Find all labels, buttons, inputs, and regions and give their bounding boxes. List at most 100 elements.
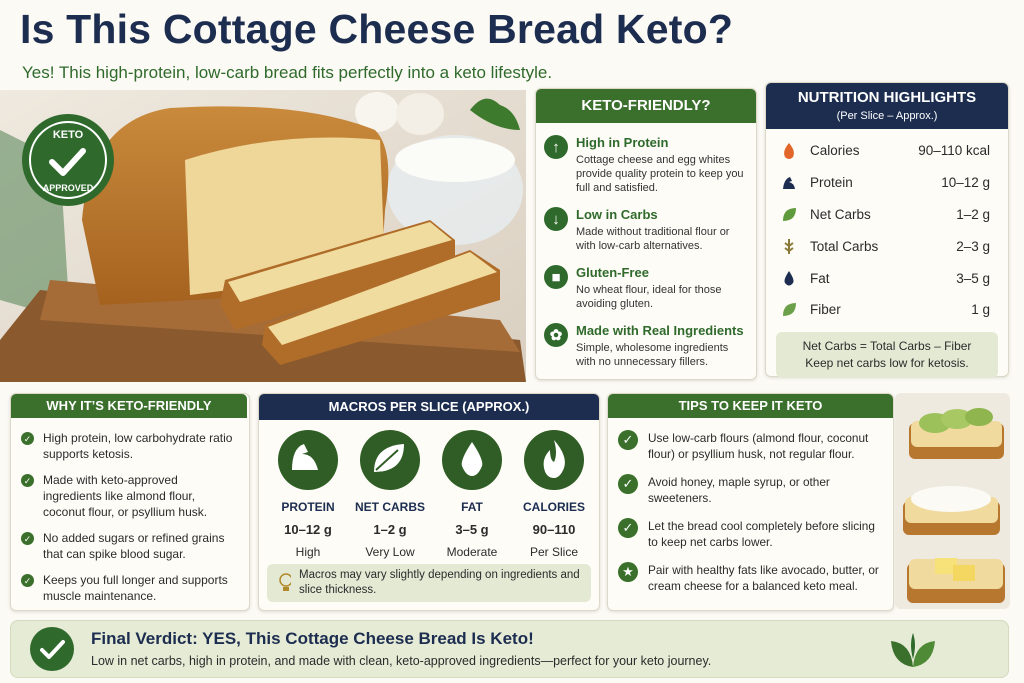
item-text: Simple, wholesome ingredients with no un… (576, 342, 729, 368)
macro-level: High (295, 545, 321, 559)
item-title: Low in Carbs (576, 207, 658, 222)
glyph (543, 440, 565, 478)
glyph (374, 444, 404, 472)
tips-list: ✓ Use low-carb flours (almond flour, coco… (608, 418, 893, 594)
macro: NET CARBS 1–2 g Very Low (351, 430, 429, 559)
macro: FAT 3–5 g Moderate (433, 430, 511, 559)
glyph (292, 444, 318, 470)
why-item: ✓ No added sugars or refined grains that … (21, 530, 239, 562)
glyph (461, 442, 483, 476)
row-icon (784, 238, 794, 254)
item-title: High in Protein (576, 135, 669, 150)
tip-check: ✓ (618, 430, 638, 450)
keto-friendly-card: KETO-FRIENDLY? ↑ High in Protein Cottage c… (535, 88, 757, 380)
row-value: 3–5 g (956, 270, 990, 286)
keto-item: ↑ High in Protein Cottage cheese and egg w… (544, 135, 746, 195)
macro-value: 10–12 g (284, 522, 332, 537)
item-text: Keeps you full longer and supports muscl… (43, 573, 228, 603)
why-item: ✓ Made with keto-approved ingredients lik… (21, 472, 239, 520)
row-value: 90–110 kcal (918, 143, 990, 159)
why-item: ✓ High protein, low carbohydrate ratio su… (21, 430, 239, 462)
nutrition-row: Fat 3–5 g (780, 262, 990, 294)
row-label: Net Carbs (810, 206, 871, 222)
nutrition-title: NUTRITION HIGHLIGHTS (797, 89, 977, 106)
item-body: Made with Real Ingredients Simple, wholes… (576, 323, 746, 369)
row-label: Fat (810, 270, 830, 286)
bread-photo: KETO APPROVED (0, 90, 526, 382)
macro-label: CALORIES (522, 500, 585, 514)
food-photos (895, 393, 1010, 609)
macro-label: NET CARBS (354, 500, 425, 514)
row-icon (783, 303, 796, 317)
tip-text: Let the bread cool completely before sli… (648, 519, 875, 549)
row-value: 1–2 g (956, 206, 990, 222)
title: Is This Cottage Cheese Bread Keto? (20, 6, 734, 52)
macro-icon (278, 430, 338, 490)
macro-label: PROTEIN (281, 500, 335, 514)
nutrition-card: NUTRITION HIGHLIGHTS (Per Slice – Approx… (765, 82, 1009, 378)
row-label: Protein (810, 175, 853, 191)
card-header: KETO-FRIENDLY? (536, 89, 756, 123)
macros-card: MACROS PER SLICE (APPROX.) PROTEIN 10–12 … (258, 393, 600, 611)
keto-item: ↓ Low in Carbs Made without traditional fl… (544, 207, 746, 253)
macro-label: FAT (461, 500, 483, 514)
tip-item: ★ Pair with healthy fats like avocado, bu… (618, 562, 883, 594)
macro-icon (360, 430, 420, 490)
nutrition-row: Protein 10–12 g (780, 167, 990, 199)
tip-text: Pair with healthy fats like avocado, but… (648, 563, 879, 593)
tip-text: Avoid honey, maple syrup, or other sweet… (648, 475, 830, 505)
row-icon (784, 270, 794, 286)
macro-icon (524, 430, 584, 490)
tip-item: ✓ Avoid honey, maple syrup, or other swee… (618, 474, 883, 506)
item-icon: ↓ (544, 207, 568, 231)
item-icon: ✿ (544, 323, 568, 347)
card-header: WHY IT’S KETO-FRIENDLY (11, 394, 247, 418)
macro: PROTEIN 10–12 g High (269, 430, 347, 559)
item-icon: ↑ (544, 135, 568, 159)
badge-bottom: APPROVED (43, 183, 94, 193)
bulb-icon (279, 573, 292, 591)
item-icon: ■ (544, 265, 568, 289)
keto-item: ■ Gluten-Free No wheat flour, ideal for th… (544, 265, 746, 311)
why-item: ✓ Keeps you full longer and supports musc… (21, 572, 239, 604)
nutrition-note: Net Carbs = Total Carbs – Fiber Keep net… (776, 331, 998, 378)
card-header: TIPS TO KEEP IT KETO (608, 394, 893, 418)
nutrition-row: Fiber 1 g (780, 294, 990, 326)
item-text: Made without traditional flour or with l… (576, 226, 730, 252)
item-text: High protein, low carbohydrate ratio sup… (43, 431, 233, 461)
row-icon (783, 177, 795, 190)
nutrition-row: Net Carbs 1–2 g (780, 199, 990, 231)
macro-level: Per Slice (529, 545, 579, 559)
row-value: 2–3 g (956, 238, 990, 254)
why-list: ✓ High protein, low carbohydrate ratio su… (11, 418, 249, 604)
macro-value: 3–5 g (455, 522, 489, 537)
macro-value: 90–110 (532, 522, 576, 537)
why-card: WHY IT’S KETO-FRIENDLY ✓ High protein, lo… (10, 393, 250, 611)
macro-icon (442, 430, 502, 490)
tip-check: ✓ (618, 518, 638, 538)
tip-check: ✓ (618, 474, 638, 494)
row-label: Calories (810, 143, 860, 159)
leaf-icon (891, 633, 935, 667)
nutrition-subtitle: (Per Slice – Approx.) (836, 110, 938, 122)
tips-card: TIPS TO KEEP IT KETO ✓ Use low-carb flour… (607, 393, 894, 611)
macro-value: 1–2 g (373, 522, 407, 537)
macro: CALORIES 90–110 Per Slice (515, 430, 593, 559)
row-icon (783, 207, 796, 221)
note-text: Macros may vary slightly depending on in… (299, 569, 580, 596)
macro-level: Moderate (446, 545, 498, 559)
macro-level: Very Low (365, 545, 415, 559)
check: ✓ (21, 532, 34, 545)
check: ✓ (21, 574, 34, 587)
check-icon (30, 627, 74, 671)
item-text: Made with keto-approved ingredients like… (43, 473, 208, 519)
tip-check: ★ (618, 562, 638, 582)
row-label: Total Carbs (810, 238, 879, 254)
item-text: No added sugars or refined grains that c… (43, 531, 225, 561)
nutrition-row: Calories 90–110 kcal (780, 135, 990, 167)
macros-note: Macros may vary slightly depending on in… (267, 564, 591, 602)
note-line: Net Carbs = Total Carbs – Fiber (802, 338, 972, 353)
tip-item: ✓ Let the bread cool completely before sl… (618, 518, 883, 550)
item-text: Cottage cheese and egg whites provide qu… (576, 154, 744, 194)
